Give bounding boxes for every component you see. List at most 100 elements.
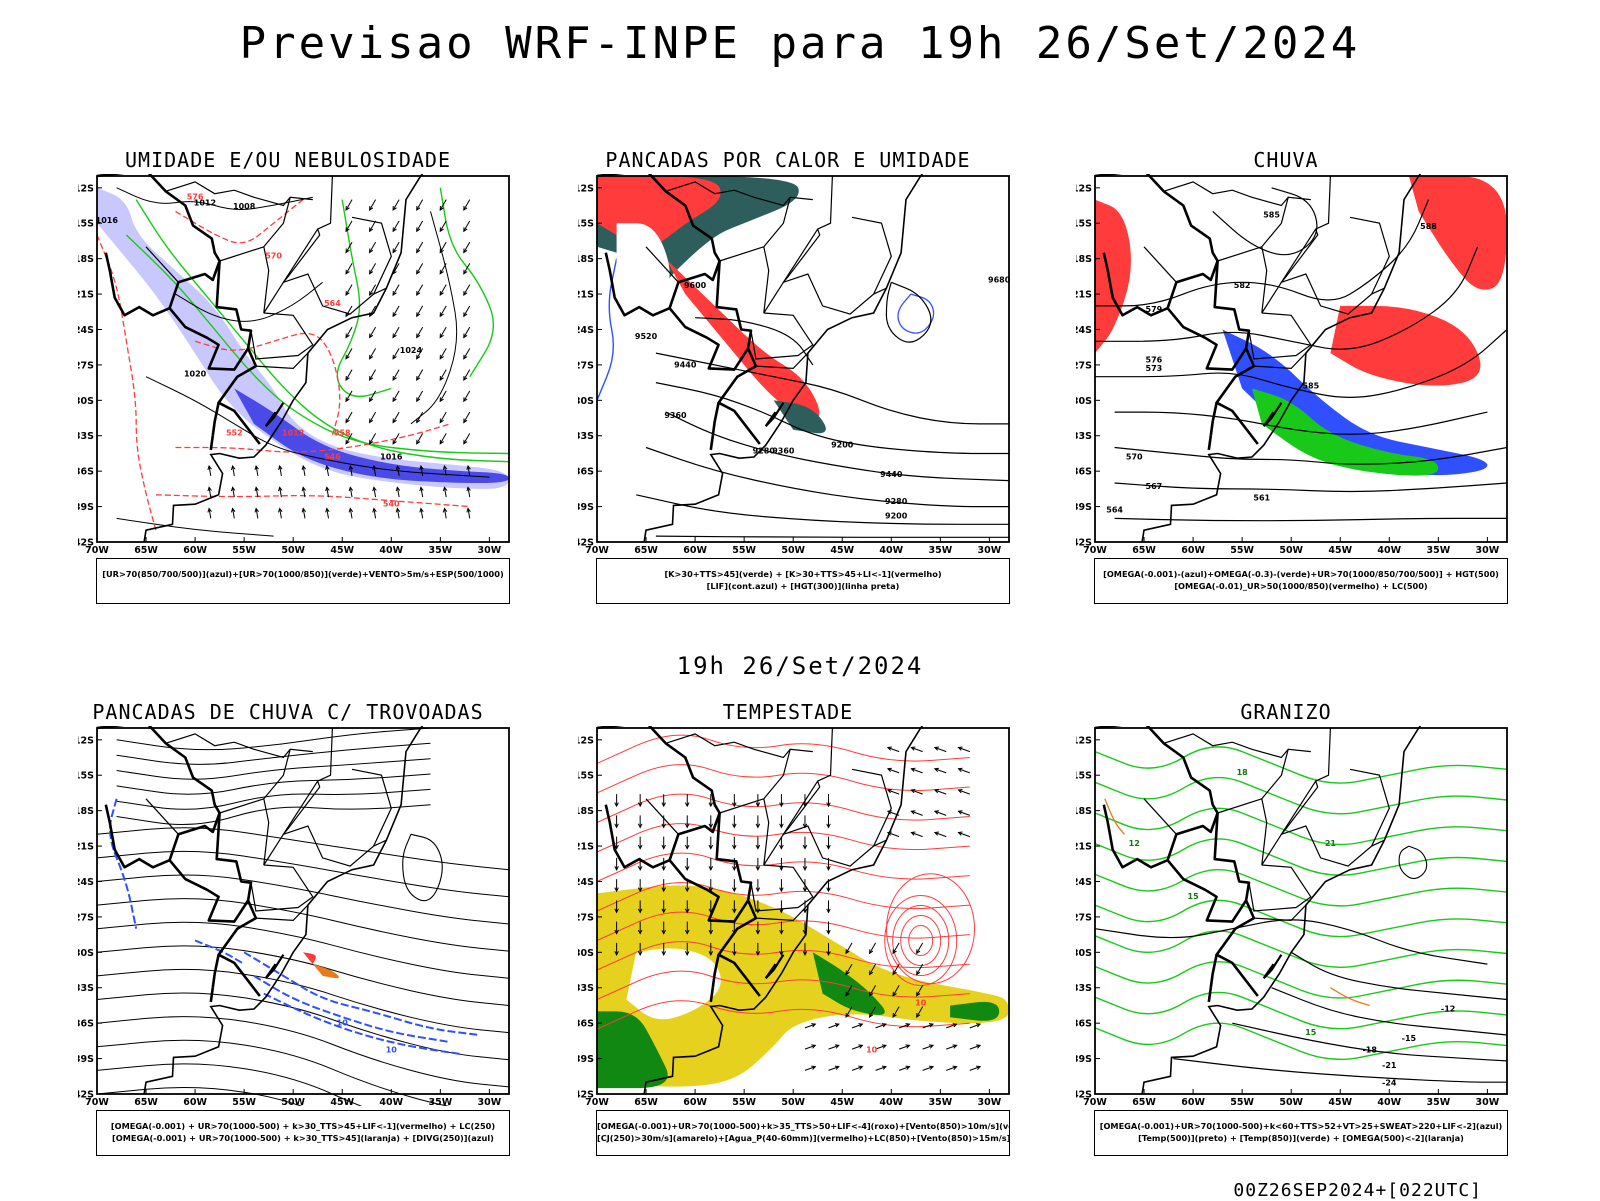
wind-vector (910, 810, 916, 815)
state-border (719, 798, 764, 814)
lon-label: 45W (830, 1097, 854, 1106)
wind-vector (369, 263, 377, 275)
wind-vector (326, 487, 329, 498)
wind-vector (419, 486, 424, 492)
lc850-ring (892, 905, 950, 977)
agua-p-contour (596, 793, 970, 823)
wind-vector (255, 487, 259, 498)
wind-vector (416, 290, 421, 296)
lat-label: 21S (578, 842, 594, 853)
wind-vector (684, 951, 690, 956)
axes: 12S 15S 18S 21S 24S 27S 30S 33S 36S 39S 42S70W 65W 6… (78, 727, 510, 1106)
wind-vector (345, 227, 350, 233)
wind-vector (755, 802, 761, 808)
lat-label: 36S (1076, 467, 1092, 478)
wind-vector (637, 866, 643, 871)
wind-vector (416, 397, 421, 403)
agua-p-contour (596, 941, 970, 971)
wind-vector (345, 205, 350, 211)
wind-vector (345, 439, 350, 445)
lat-label: 21S (78, 842, 94, 853)
wind-vector (916, 985, 924, 997)
wind-vector (392, 220, 400, 232)
wind-vector (732, 844, 737, 850)
state-border (645, 246, 679, 283)
wind-vector (416, 411, 424, 423)
contour-label: 576 (187, 193, 204, 202)
wind-vector (463, 439, 468, 445)
wind-vector (463, 390, 471, 402)
k-tts-li-red (303, 952, 316, 965)
hgt300-contour (645, 446, 1009, 508)
wind-vector (875, 1023, 887, 1029)
wind-vector (637, 844, 643, 850)
wind-vector (779, 823, 784, 829)
divg-contour (253, 975, 451, 1044)
wind-vector (439, 418, 444, 424)
wind-vector (928, 1065, 935, 1070)
contour-label: -21 (1382, 1061, 1397, 1070)
lagoa-dos-patos (1262, 402, 1283, 428)
wind-vector (467, 487, 471, 498)
lon-label: 60W (683, 545, 707, 554)
state-border (1143, 246, 1177, 283)
streamline (96, 1063, 363, 1106)
wind-vector (826, 823, 831, 829)
omega500-contour (1104, 798, 1125, 835)
wind-vector (892, 970, 897, 976)
wind-vector (892, 949, 897, 955)
wind-vector (439, 269, 444, 275)
lat-label: 18S (1076, 254, 1092, 265)
wind-vector (392, 354, 397, 360)
lat-label: 27S (578, 912, 594, 923)
wind-vector (392, 227, 397, 233)
lon-label: 55W (732, 545, 756, 554)
wind-vector (466, 486, 471, 492)
wind-vector (779, 929, 784, 935)
wind-vector (345, 199, 353, 211)
wind-vector (439, 439, 444, 445)
contour-label: 588 (1420, 222, 1437, 231)
hgt300-contour (655, 352, 1009, 425)
wind-vector (232, 465, 235, 476)
map-frame (1094, 175, 1508, 543)
wind-vector (779, 866, 784, 872)
wind850-east-area (950, 1001, 1000, 1021)
wind-vector (637, 929, 643, 935)
wind-vector (348, 464, 354, 471)
streamline (96, 898, 510, 952)
lat-label: 39S (78, 1054, 94, 1065)
wind-vector (684, 844, 690, 850)
lon-label: 50W (781, 1097, 805, 1106)
lat-label: 42S (578, 1090, 594, 1101)
wind-vector (851, 1044, 863, 1050)
lon-label: 35W (928, 545, 952, 554)
state-border (263, 727, 333, 866)
country-border (209, 987, 215, 1003)
lat-label: 42S (1076, 538, 1092, 549)
lat-label: 33S (1076, 431, 1092, 442)
wind-vector (910, 746, 916, 751)
wind-vector (325, 464, 330, 471)
map-chuva: 58858558257957657357056756456158512S15S1… (1076, 174, 1508, 554)
state-border (1279, 768, 1390, 867)
wind-vector (869, 970, 874, 976)
agua-p-contour (596, 911, 970, 941)
country-border (209, 435, 215, 451)
wind-vector (369, 418, 374, 424)
wind-vector (345, 411, 353, 423)
lagoa-dos-patos (764, 402, 785, 428)
contour-label: 567 (1146, 482, 1163, 491)
panel-title: PANCADAS DE CHUVA C/ TROVOADAS (92, 700, 484, 724)
wind-vector (463, 290, 468, 296)
lat-label: 42S (1076, 1090, 1092, 1101)
wind-vector (881, 1023, 887, 1028)
country-border (1207, 435, 1213, 451)
no-jet-area (626, 948, 721, 1020)
wind-vector (416, 375, 421, 381)
wind850-sw-area (597, 1011, 668, 1089)
streamline-ring (402, 833, 443, 902)
wind-vector (661, 908, 666, 914)
wind-vector (416, 263, 424, 275)
wind-vector (392, 312, 397, 318)
